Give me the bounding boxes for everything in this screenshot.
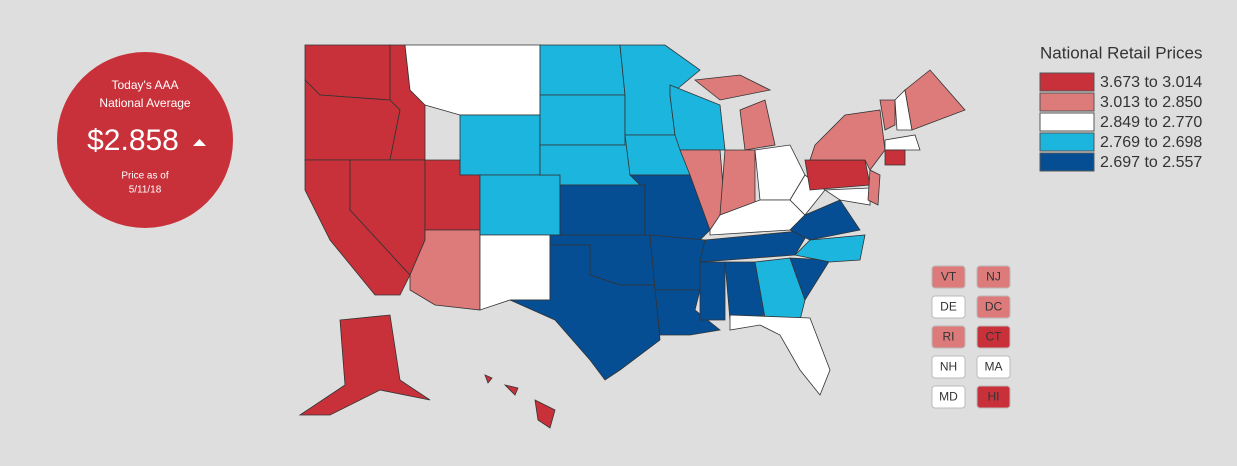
state-box-label: MA xyxy=(985,360,1003,374)
state-box-label: DC xyxy=(985,300,1003,314)
state-box xyxy=(931,325,966,349)
state xyxy=(804,159,871,191)
state-box-label: NH xyxy=(940,360,957,374)
badge-date-label: Price as of xyxy=(121,171,168,182)
state xyxy=(503,384,519,396)
badge-title: Today's AAA xyxy=(112,78,179,92)
state-box-label: DE xyxy=(940,300,957,314)
state xyxy=(539,94,626,146)
state xyxy=(904,69,966,131)
legend-swatch xyxy=(1039,132,1095,152)
badge-title: National Average xyxy=(99,96,191,110)
state-box xyxy=(931,385,966,409)
state-box xyxy=(976,265,1011,289)
legend-label: 3.673 to 3.014 xyxy=(1100,74,1202,91)
state xyxy=(699,261,726,321)
state-box xyxy=(976,295,1011,319)
legend-swatch xyxy=(1039,112,1095,132)
state xyxy=(484,374,493,384)
us-map xyxy=(298,44,966,429)
legend-label: 3.013 to 2.850 xyxy=(1100,94,1202,111)
state xyxy=(559,184,646,236)
legend-swatch xyxy=(1039,152,1095,172)
state xyxy=(304,44,391,101)
state xyxy=(298,314,431,416)
legend-label: 2.769 to 2.698 xyxy=(1100,134,1202,151)
state xyxy=(823,187,871,206)
state xyxy=(884,134,921,151)
state-box-label: MD xyxy=(939,390,958,404)
state xyxy=(479,234,551,311)
trend-arrow xyxy=(193,139,206,146)
state xyxy=(729,314,831,396)
state xyxy=(649,234,706,291)
legend-label: 2.697 to 2.557 xyxy=(1100,154,1202,171)
state xyxy=(754,257,806,321)
legend: 3.673 to 3.014 3.013 to 2.850 2.849 to 2.7… xyxy=(1039,72,1202,172)
state-box xyxy=(976,355,1011,379)
state xyxy=(404,44,541,116)
state xyxy=(789,199,861,241)
legend-label: 2.849 to 2.770 xyxy=(1100,114,1202,131)
legend-swatch xyxy=(1039,72,1095,92)
small-state-boxes: VT NJ DE DC RI CT NH MA MD HI xyxy=(931,265,1011,409)
state xyxy=(884,149,906,166)
state xyxy=(789,257,831,301)
badge-price: $2.858 xyxy=(87,124,179,157)
state-box-label: HI xyxy=(988,390,1000,404)
state-box-label: RI xyxy=(943,330,955,344)
average-badge xyxy=(57,52,233,228)
state xyxy=(809,109,886,171)
legend-swatch xyxy=(1039,92,1095,112)
state-box xyxy=(976,325,1011,349)
state-box-label: CT xyxy=(986,330,1003,344)
state-box-label: NJ xyxy=(986,270,1001,284)
state-box xyxy=(931,355,966,379)
state-box xyxy=(976,385,1011,409)
state xyxy=(459,114,541,176)
state-box xyxy=(931,265,966,289)
state xyxy=(739,99,776,151)
state xyxy=(539,44,626,96)
state xyxy=(867,169,881,206)
state xyxy=(879,99,896,131)
state xyxy=(509,244,661,381)
badge-date: 5/11/18 xyxy=(129,185,162,196)
state xyxy=(794,234,866,263)
legend-title: National Retail Prices xyxy=(1040,43,1203,62)
state xyxy=(534,399,556,429)
state-box xyxy=(931,295,966,319)
state-box-label: VT xyxy=(941,270,957,284)
state xyxy=(479,174,561,236)
state xyxy=(693,74,772,101)
